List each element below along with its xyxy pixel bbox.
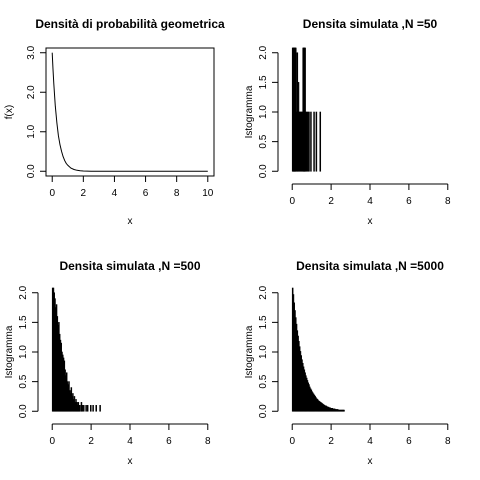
y-tick-label: 2.0 [18,285,29,299]
x-tick-label: 2 [328,196,334,207]
histogram-bar [83,405,85,412]
histogram-bar [90,405,92,412]
plot-frame [45,47,215,177]
density-curve [51,52,208,172]
x-tick-label: 4 [112,188,118,199]
x-tick-label: 6 [143,188,149,199]
histogram-bar [308,111,310,172]
histogram-bar [315,111,318,172]
histogram-bar [319,111,322,172]
y-tick-label: 1.5 [18,315,29,329]
y-tick-label: 1.0 [258,105,269,119]
x-tick-label: 2 [88,436,94,447]
x-tick-label: 0 [289,196,295,207]
x-tick-label: 8 [445,196,451,207]
histogram-bar [304,47,306,172]
histogram-bar [86,405,89,412]
y-tick-label: 1.0 [258,345,269,359]
histogram-bar [310,111,312,172]
histogram-bar [79,405,81,412]
x-tick-label: 8 [174,188,180,199]
histogram-bar [343,409,345,412]
y-tick-label: 3.0 [26,45,37,59]
x-tick-label: 0 [289,436,295,447]
x-tick-label: 8 [205,436,211,447]
y-tick-label: 1.5 [258,315,269,329]
x-axis-label: x [128,216,133,227]
x-tick-label: 0 [49,188,55,199]
x-tick-label: 10 [202,188,214,199]
histogram-bar [305,111,308,172]
y-tick-label: 0.5 [258,374,269,388]
y-tick-label: 0.0 [258,404,269,418]
y-tick-label: 2.0 [258,45,269,59]
x-axis-label: x [368,216,373,227]
panel-4: Densita simulata ,N =5000 x Istogramma 0 2 4 6… [244,259,451,467]
chart-title: Densità di probabilità geometrica [35,17,225,31]
x-tick-label: 4 [127,436,133,447]
x-tick-label: 2 [328,436,334,447]
panel-3: Densita simulata ,N =500 x Istogramma 0 2 4 6 8… [4,259,211,467]
y-tick-label: 0.0 [258,164,269,178]
y-tick-label: 2.0 [258,285,269,299]
y-tick-label: 0.5 [258,134,269,148]
y-axis-label: f(x) [4,105,15,119]
y-axis-label: Istogramma [4,325,15,378]
y-tick-label: 1.0 [26,124,37,138]
y-axis-label: Istogramma [244,325,255,378]
x-tick-label: 0 [49,436,55,447]
y-tick-label: 1.5 [258,75,269,89]
x-tick-label: 8 [445,436,451,447]
histogram-bar [85,405,87,412]
y-tick-label: 0.0 [18,404,29,418]
x-tick-label: 4 [367,196,373,207]
x-tick-label: 6 [406,436,412,447]
x-tick-label: 2 [81,188,87,199]
histogram-bar [295,47,297,172]
histogram-bar [92,405,94,412]
y-tick-label: 1.0 [18,345,29,359]
x-tick-label: 4 [367,436,373,447]
panel-2: Densita simulata ,N =50 x Istogramma 0 2 4 6 8 0… [244,17,451,227]
histogram-bar [81,405,83,412]
x-axis-label: x [368,456,373,467]
y-tick-label: 2.0 [26,85,37,99]
x-tick-label: 6 [166,436,172,447]
histogram-bar [99,405,101,412]
chart-title: Densita simulata ,N =5000 [296,259,444,273]
histogram-bar [95,405,97,412]
y-axis-label: Istogramma [244,85,255,138]
chart-title: Densita simulata ,N =500 [59,259,200,273]
histogram-bar [307,111,309,172]
histogram-bar [313,111,315,172]
x-axis-label: x [128,456,133,467]
y-tick-label: 0.5 [18,374,29,388]
y-tick-label: 0.0 [26,164,37,178]
chart-title: Densita simulata ,N =50 [303,17,438,31]
panel-1: Densità di probabilità geometrica x f(x) 0 2… [4,17,225,227]
x-tick-label: 6 [406,196,412,207]
